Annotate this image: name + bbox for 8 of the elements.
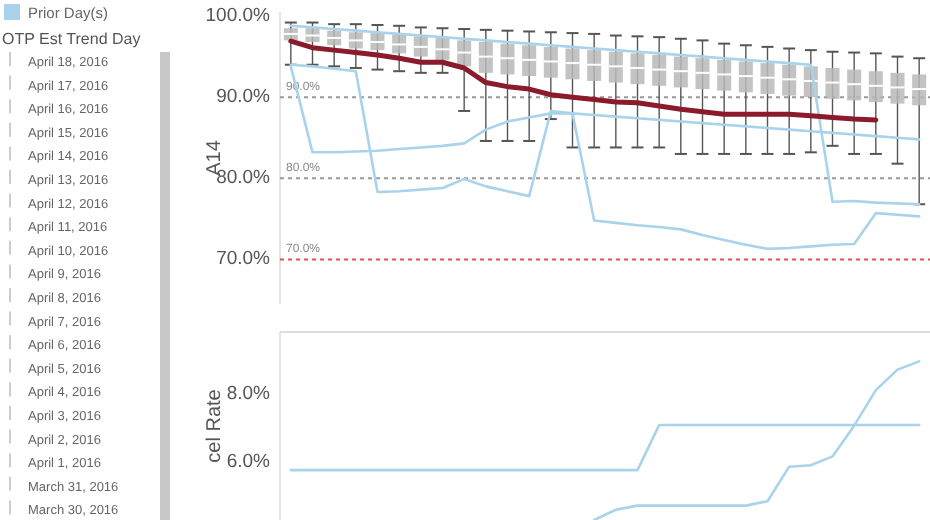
y-tick-label: 90.0% <box>216 86 272 109</box>
y-tick-label: 8.0% <box>226 382 272 405</box>
y-tick-label: 80.0% <box>216 167 272 190</box>
y-tick-label: 70.0% <box>216 248 272 271</box>
text: OTP Est Trend Day <box>2 30 141 48</box>
y-axis-title: cel Rate <box>204 388 226 463</box>
y-tick-label: 6.0% <box>226 450 272 473</box>
y-tick-label: 100.0% <box>205 5 272 28</box>
